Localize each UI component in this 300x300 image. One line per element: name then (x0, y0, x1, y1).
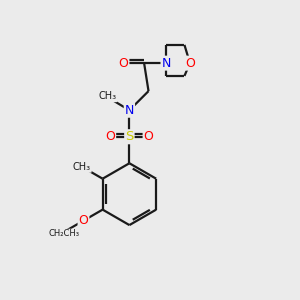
Text: O: O (79, 214, 88, 227)
Text: O: O (144, 130, 154, 143)
Text: N: N (125, 104, 134, 117)
Text: S: S (125, 130, 134, 143)
Text: CH₃: CH₃ (98, 92, 116, 101)
Text: O: O (118, 57, 128, 70)
Text: O: O (105, 130, 115, 143)
Text: O: O (185, 57, 195, 70)
Text: CH₂CH₃: CH₂CH₃ (49, 230, 80, 238)
Text: CH₃: CH₃ (73, 162, 91, 172)
Text: N: N (161, 57, 171, 70)
